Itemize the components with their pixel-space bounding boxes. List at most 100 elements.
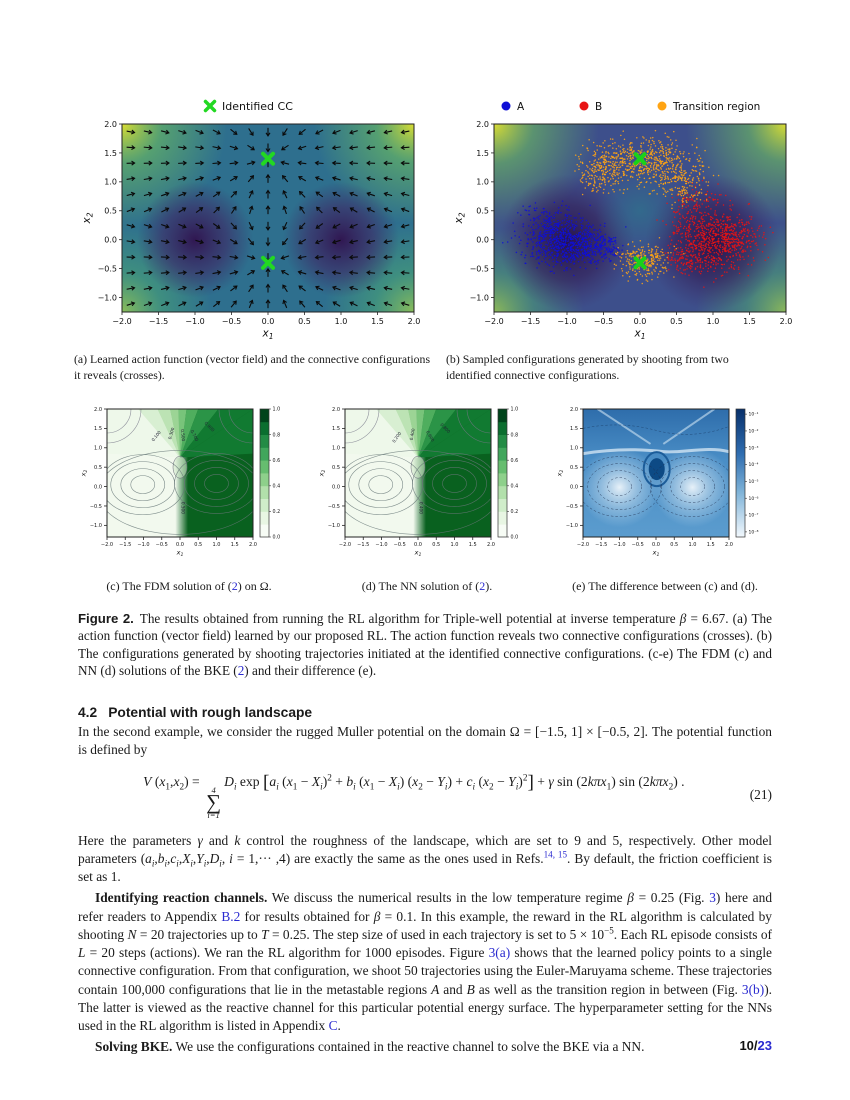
svg-text:1.0: 1.0 — [570, 446, 578, 452]
figure-2b-caption: (b) Sampled configurations generated by … — [446, 352, 776, 383]
figure-2e-caption: (e) The difference between (c) and (d). — [550, 579, 780, 594]
text-segment: Y — [437, 773, 445, 789]
text-segment: x — [363, 773, 370, 789]
text-segment: ) ( — [399, 773, 413, 789]
text-segment: x — [159, 773, 166, 789]
text-segment: as well as the transition region in betw… — [474, 981, 742, 997]
svg-text:1.5: 1.5 — [743, 317, 756, 326]
svg-text:1.5: 1.5 — [476, 149, 489, 158]
text-segment: The results obtained from running the RL… — [135, 611, 680, 627]
text-segment: β — [627, 890, 634, 906]
equation-body: V (x1,x2) = 4 ∑ i=1 Di exp [ai (x1 − Xi)2 +… — [78, 771, 750, 820]
svg-text:0.700: 0.700 — [189, 429, 199, 442]
svg-text:2.0: 2.0 — [332, 407, 340, 413]
text-segment: ) sin (2 — [611, 773, 650, 789]
figure-2a-caption: (a) Learned action function (vector fiel… — [74, 352, 436, 383]
svg-text:0.2: 0.2 — [511, 509, 519, 515]
svg-text:0.200: 0.200 — [391, 431, 402, 444]
inline-link[interactable]: 3(a) — [488, 945, 511, 961]
svg-text:−1.0: −1.0 — [98, 293, 117, 302]
svg-text:1.0: 1.0 — [335, 317, 348, 326]
figure-2-top-row: −2.0 −1.5 −1.0 −0.5 0.0 0.5 1.0 1.5 2.0 2.0 1.5 1.0… — [0, 0, 850, 383]
text-segment: ) and their difference (e). — [244, 662, 377, 678]
svg-text:1.0: 1.0 — [273, 407, 281, 413]
page-number-total-link[interactable]: 23 — [757, 1038, 772, 1053]
svg-text:1.5: 1.5 — [332, 426, 340, 432]
inline-link[interactable]: 2 — [237, 662, 245, 678]
text-segment: c — [170, 851, 177, 867]
text-segment: (e) The difference between (c) and (d). — [572, 579, 758, 594]
svg-text:B: B — [595, 101, 602, 113]
text-segment: ( — [278, 773, 287, 789]
svg-text:2.0: 2.0 — [487, 542, 495, 548]
svg-text:0.0: 0.0 — [634, 317, 647, 326]
inline-link[interactable]: C — [328, 1018, 338, 1034]
text-segment: = 0.1. In this example, the reward in th… — [78, 908, 772, 942]
inline-link[interactable]: 14, 15 — [543, 849, 568, 860]
text-segment: X — [311, 773, 321, 789]
inline-link[interactable]: 2 — [231, 579, 238, 594]
text-segment: We discuss the numerical results in the … — [267, 890, 628, 906]
equation-lhs: V (x1,x2) = — [143, 773, 203, 791]
paragraph-1: In the second example, we consider the r… — [0, 720, 850, 759]
figure-2-caption: Figure 2. The results obtained from runn… — [0, 594, 850, 679]
text-segment: b — [346, 773, 354, 789]
svg-text:2.0: 2.0 — [780, 317, 793, 326]
text-segment: =1 — [209, 809, 220, 820]
text-segment: x — [483, 773, 490, 789]
text-segment: Y — [196, 851, 204, 867]
inline-link[interactable]: B.2 — [221, 908, 241, 924]
text-segment: D — [209, 851, 220, 867]
svg-text:0.0: 0.0 — [104, 236, 117, 245]
text-segment: ( — [151, 773, 160, 789]
inline-link[interactable]: 3 — [709, 890, 716, 906]
svg-text:−0.5: −0.5 — [156, 542, 168, 548]
inline-link[interactable]: 3(b) — [741, 981, 765, 997]
text-segment: ). — [485, 579, 493, 594]
figure-2d: 0.200 0.400 0.600 0.800 0.400 −2.0 −1.5 −1.0 −0.… — [312, 401, 542, 594]
text-segment: L — [78, 945, 86, 961]
svg-text:0.600: 0.600 — [425, 430, 435, 443]
text-segment: . By default, the friction coefficient i… — [78, 851, 772, 885]
svg-text:−0.5: −0.5 — [470, 264, 489, 273]
text-segment: and — [439, 981, 467, 997]
text-segment: ) . — [673, 773, 685, 789]
figure-2b-scatter-plot: −2.0 −1.5 −1.0 −0.5 0.0 0.5 1.0 1.5 2.0 2.0 1.5 1.0… — [453, 101, 793, 341]
svg-text:0.500: 0.500 — [180, 429, 186, 442]
svg-text:x1: x1 — [414, 549, 422, 559]
svg-text:2.0: 2.0 — [104, 120, 117, 129]
text-segment: exp — [236, 773, 263, 789]
text-segment: , — [154, 851, 158, 867]
svg-text:2.0: 2.0 — [94, 407, 102, 413]
text-segment: x — [412, 773, 419, 789]
text-segment: N — [127, 926, 137, 942]
text-segment: , — [178, 851, 183, 867]
text-segment: i — [444, 781, 448, 792]
paragraph-3: Identifying reaction channels. We discus… — [0, 886, 850, 1035]
svg-text:2.0: 2.0 — [408, 317, 421, 326]
svg-text:0.5: 0.5 — [104, 207, 117, 216]
text-segment: , — [166, 851, 171, 867]
text-segment: = 20 trajectories up to — [136, 926, 262, 942]
text-segment: i — [472, 781, 476, 792]
figure-2b: −2.0 −1.5 −1.0 −0.5 0.0 0.5 1.0 1.5 2.0 2.0 1.5 1.0… — [446, 92, 792, 383]
text-segment: ] — [527, 771, 534, 793]
text-segment: b — [157, 851, 165, 867]
svg-text:1.5: 1.5 — [371, 317, 384, 326]
svg-text:−1.0: −1.0 — [375, 542, 387, 548]
figure-2a: −2.0 −1.5 −1.0 −0.5 0.0 0.5 1.0 1.5 2.0 2.0 1.5 1.0… — [74, 92, 436, 383]
text-segment: X — [182, 851, 191, 867]
figure-2a-quiver-plot: −2.0 −1.5 −1.0 −0.5 0.0 0.5 1.0 1.5 2.0 2.0 1.5 1.0… — [81, 99, 421, 341]
svg-text:1.0: 1.0 — [511, 407, 519, 413]
text-segment: i — [276, 781, 279, 792]
text-segment: x — [173, 773, 180, 789]
paragraph-2: Here the parameters γ and k control the … — [0, 829, 850, 887]
text-segment: V — [143, 773, 152, 789]
inline-link[interactable]: 2 — [479, 579, 486, 594]
text-segment: A — [431, 981, 440, 997]
svg-text:x2: x2 — [80, 470, 90, 478]
text-segment: i — [203, 858, 207, 869]
text-segment: + — [331, 773, 347, 789]
svg-text:−0.5: −0.5 — [566, 504, 578, 510]
